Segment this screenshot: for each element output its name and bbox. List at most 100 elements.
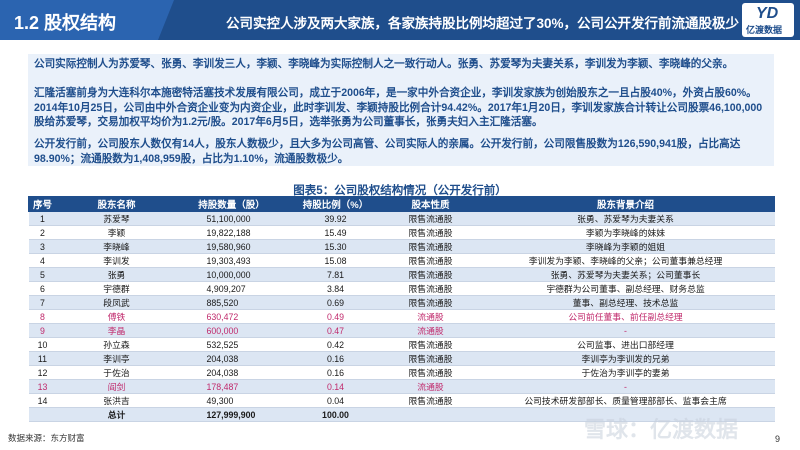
table-cell: 限售流通股 [384, 351, 477, 366]
table-cell: 流通股 [384, 379, 477, 394]
header-cell: 股本性质 [384, 196, 477, 212]
total-cell [28, 407, 57, 422]
table-row: 7 段凤武 885,520 0.69 限售流通股 董事、副总经理、技术总监 [28, 295, 775, 310]
table-cell: 8 [28, 309, 57, 324]
intro-panel: 公司实际控制人为苏爱琴、张勇、李训发三人，李颖、李晓峰为实际控制人之一致行动人。… [28, 54, 774, 166]
section-label: 1.2 股权结构 [14, 13, 117, 33]
table-cell: 阎剑 [56, 379, 177, 394]
table-cell: 10,000,000 [176, 267, 287, 282]
total-cell: 127,999,900 [176, 407, 287, 422]
page-number: 9 [775, 434, 781, 444]
table-row: 14 张洪吉 49,300 0.04 限售流通股 公司技术研发部部长、质量管理部部长、监事… [28, 393, 775, 408]
total-cell: 总计 [56, 407, 177, 422]
table-cell: 孙立森 [56, 337, 177, 352]
table-cell: 李晶 [56, 323, 177, 338]
table-row: 3 李晓峰 19,580,960 15.30 限售流通股 李晓峰为李颖的姐姐 [28, 239, 775, 254]
table-cell: 宇德群 [56, 281, 177, 296]
table-cell: 7.81 [286, 267, 385, 282]
table-cell: 限售流通股 [384, 337, 477, 352]
table-cell: 2 [28, 225, 57, 240]
logo: YD 亿渡数据 [742, 3, 794, 37]
table-row: 11 李训亭 204,038 0.16 限售流通股 李训亭为李训发的兄弟 [28, 351, 775, 366]
table-cell: 0.49 [286, 309, 385, 324]
table-cell: 流通股 [384, 323, 477, 338]
table-cell: 限售流通股 [384, 295, 477, 310]
table-cell: 0.47 [286, 323, 385, 338]
table-cell: 204,038 [176, 351, 287, 366]
table-header-row: 序号 股东名称 持股数量（股） 持股比例（%） 股本性质 股东背景介绍 [28, 196, 775, 212]
table-cell: 885,520 [176, 295, 287, 310]
table-row: 6 宇德群 4,909,207 3.84 限售流通股 宇德群为公司董事、副总经理、财务总监 [28, 281, 775, 296]
table-cell: 9 [28, 323, 57, 338]
table-cell: 19,822,188 [176, 225, 287, 240]
table-cell: 傅铁 [56, 309, 177, 324]
page-header: 1.2 股权结构 公司实控人涉及两大家族，各家族持股比例均超过了30%，公司公开… [0, 0, 800, 40]
table-cell: 51,100,000 [176, 211, 287, 226]
table-cell: 限售流通股 [384, 225, 477, 240]
table-row: 10 孙立森 532,525 0.42 限售流通股 公司监事、进出口部经理 [28, 337, 775, 352]
table-cell: 630,472 [176, 309, 287, 324]
table-cell: 49,300 [176, 393, 287, 408]
shareholder-table: 序号 股东名称 持股数量（股） 持股比例（%） 股本性质 股东背景介绍 1 苏爱琴… [28, 196, 775, 422]
table-cell: 4,909,207 [176, 281, 287, 296]
section-label-box: 1.2 股权结构 [0, 0, 158, 40]
table-cell: 张洪吉 [56, 393, 177, 408]
table-cell: 限售流通股 [384, 211, 477, 226]
table-cell: 于佐治 [56, 365, 177, 380]
table-cell: 0.69 [286, 295, 385, 310]
table-cell: 11 [28, 351, 57, 366]
table-cell: 限售流通股 [384, 281, 477, 296]
table-cell: 0.16 [286, 365, 385, 380]
table-row: 12 于佐治 204,038 0.16 限售流通股 于佐治为李训亭的妻弟 [28, 365, 775, 380]
table-cell: 限售流通股 [384, 253, 477, 268]
total-cell [384, 407, 477, 422]
headline: 公司实控人涉及两大家族，各家族持股比例均超过了30%，公司公开发行前流通股极少 [226, 16, 740, 31]
table-cell: 董事、副总经理、技术总监 [476, 295, 775, 310]
table-cell: 宇德群为公司董事、副总经理、财务总监 [476, 281, 775, 296]
table-cell: 李训亭为李训发的兄弟 [476, 351, 775, 366]
table-total-row: 总计 127,999,900 100.00 [28, 407, 775, 422]
table-cell: 7 [28, 295, 57, 310]
header-cell: 持股数量（股） [176, 196, 287, 212]
table-cell: 流通股 [384, 309, 477, 324]
header-cell: 持股比例（%） [286, 196, 385, 212]
logo-text: 亿渡数据 [746, 25, 783, 35]
table-cell: 公司监事、进出口部经理 [476, 337, 775, 352]
table-cell: 公司技术研发部部长、质量管理部部长、监事会主席 [476, 393, 775, 408]
table-cell: 1 [28, 211, 57, 226]
intro-paragraph-3: 公开发行前，公司股东人数仅有14人，股东人数极少，且大多为公司高管、公司实际人的… [34, 138, 741, 165]
table-cell: 李颖 [56, 225, 177, 240]
table-cell: 张勇、苏爱琴为夫妻关系；公司董事长 [476, 267, 775, 282]
table-cell: 限售流通股 [384, 267, 477, 282]
table-cell: 15.30 [286, 239, 385, 254]
table-cell: 600,000 [176, 323, 287, 338]
table-cell: 李颖为李晓峰的妹妹 [476, 225, 775, 240]
table-row: 4 李训发 19,303,493 15.08 限售流通股 李训发为李颖、李晓峰的父亲；公司… [28, 253, 775, 268]
yidu-logo-icon: YD [756, 5, 779, 22]
table-cell: 限售流通股 [384, 365, 477, 380]
table-cell: 公司前任董事、前任副总经理 [476, 309, 775, 324]
table-title: 图表5：公司股权结构情况（公开发行前） [293, 185, 507, 197]
table-row: 9 李晶 600,000 0.47 流通股 - [28, 323, 775, 338]
table-cell: 15.49 [286, 225, 385, 240]
header-cell: 股东名称 [56, 196, 177, 212]
table-cell: 4 [28, 253, 57, 268]
table-row: 1 苏爱琴 51,100,000 39.92 限售流通股 张勇、苏爱琴为夫妻关系 [28, 211, 775, 226]
watermark: 雪球：亿渡数据 [584, 417, 739, 442]
table-cell: - [476, 379, 775, 394]
table-cell: 限售流通股 [384, 393, 477, 408]
table-cell: 6 [28, 281, 57, 296]
intro-paragraph-2: 汇隆活塞前身为大连科尔本施密特活塞技术发展有限公司，成立于2006年，是一家中外… [34, 87, 763, 128]
header-cell: 序号 [28, 196, 57, 212]
table-cell: 10 [28, 337, 57, 352]
data-source: 数据来源：东方财富 [8, 434, 85, 444]
table-cell: 张勇、苏爱琴为夫妻关系 [476, 211, 775, 226]
section-accent [158, 0, 174, 40]
table-cell: 限售流通股 [384, 239, 477, 254]
table-row: 5 张勇 10,000,000 7.81 限售流通股 张勇、苏爱琴为夫妻关系；公司董事长 [28, 267, 775, 282]
table-cell: 14 [28, 393, 57, 408]
table-row: 8 傅铁 630,472 0.49 流通股 公司前任董事、前任副总经理 [28, 309, 775, 324]
table-cell: 15.08 [286, 253, 385, 268]
total-cell: 100.00 [286, 407, 385, 422]
table-row: 2 李颖 19,822,188 15.49 限售流通股 李颖为李晓峰的妹妹 [28, 225, 775, 240]
